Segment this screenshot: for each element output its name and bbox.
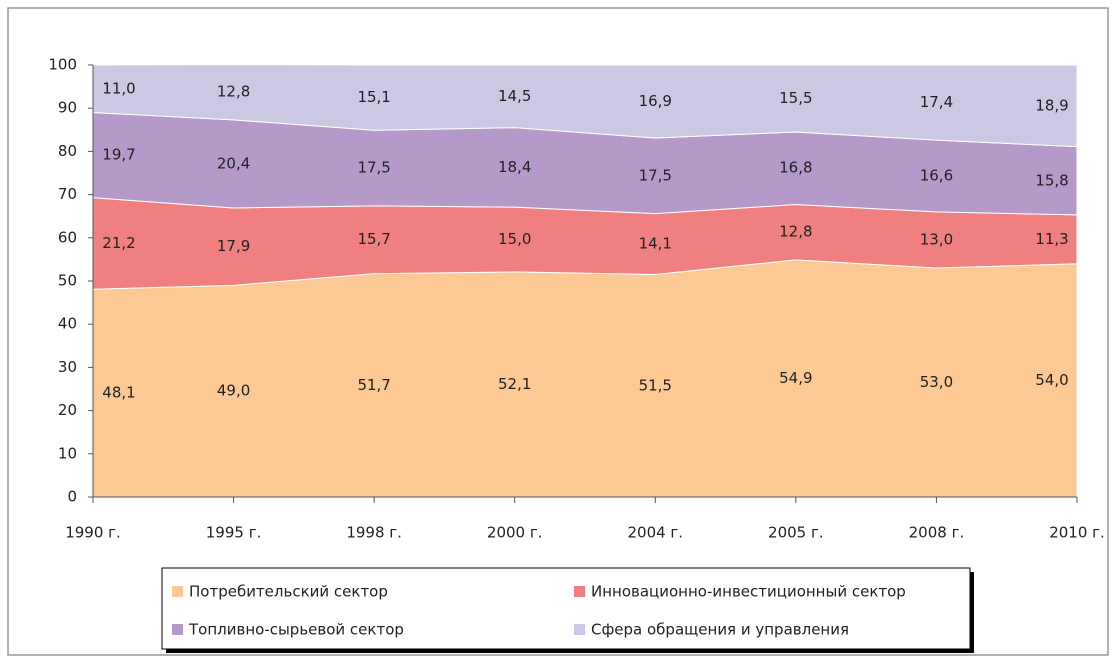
- y-tick-label: 10: [58, 444, 77, 462]
- x-tick-label: 2010 г.: [1049, 524, 1105, 542]
- value-label: 11,0: [102, 79, 135, 97]
- value-label: 54,0: [1035, 371, 1068, 389]
- value-label: 13,0: [920, 230, 953, 248]
- x-tick-label: 2008 г.: [909, 524, 965, 542]
- value-label: 17,5: [357, 159, 390, 177]
- value-label: 51,5: [639, 376, 672, 394]
- value-label: 12,8: [217, 83, 250, 101]
- y-tick-label: 40: [58, 315, 77, 333]
- y-tick-label: 0: [67, 488, 77, 506]
- value-label: 18,9: [1035, 96, 1068, 114]
- value-label: 48,1: [102, 384, 135, 402]
- value-label: 20,4: [217, 154, 250, 172]
- value-label: 16,9: [639, 92, 672, 110]
- value-label: 11,3: [1035, 230, 1068, 248]
- y-tick-label: 80: [58, 142, 77, 160]
- legend-label: Потребительский сектор: [189, 583, 388, 601]
- value-label: 16,6: [920, 167, 953, 185]
- y-tick-label: 60: [58, 228, 77, 246]
- value-label: 21,2: [102, 234, 135, 252]
- value-label: 54,9: [779, 369, 812, 387]
- y-tick-label: 50: [58, 272, 77, 290]
- legend-label: Инновационно-инвестиционный сектор: [591, 583, 906, 601]
- x-tick-label: 2000 г.: [487, 524, 543, 542]
- x-tick-label: 2004 г.: [627, 524, 683, 542]
- value-label: 53,0: [920, 373, 953, 391]
- value-label: 16,8: [779, 159, 812, 177]
- value-label: 15,0: [498, 230, 531, 248]
- legend-swatch: [172, 586, 183, 597]
- y-tick-label: 30: [58, 358, 77, 376]
- value-label: 49,0: [217, 382, 250, 400]
- value-label: 52,1: [498, 375, 531, 393]
- value-label: 17,4: [920, 93, 953, 111]
- y-tick-label: 20: [58, 401, 77, 419]
- legend-swatch: [574, 586, 585, 597]
- y-tick-label: 100: [48, 56, 77, 74]
- value-label: 17,5: [639, 166, 672, 184]
- value-label: 51,7: [357, 376, 390, 394]
- value-label: 19,7: [102, 146, 135, 164]
- legend-swatch: [172, 624, 183, 635]
- x-tick-label: 1995 г.: [206, 524, 262, 542]
- value-label: 18,4: [498, 158, 531, 176]
- value-label: 17,9: [217, 237, 250, 255]
- value-label: 12,8: [779, 223, 812, 241]
- value-label: 15,1: [357, 88, 390, 106]
- value-label: 15,8: [1035, 171, 1068, 189]
- legend-label: Топливно-сырьевой сектор: [188, 621, 404, 639]
- area: [92, 64, 1078, 148]
- x-tick-label: 1990 г.: [65, 524, 121, 542]
- value-label: 14,1: [639, 235, 672, 253]
- y-tick-label: 70: [58, 185, 77, 203]
- value-label: 15,5: [779, 89, 812, 107]
- value-label: 14,5: [498, 87, 531, 105]
- y-tick-label: 90: [58, 99, 77, 117]
- value-label: 15,7: [357, 230, 390, 248]
- legend-label: Сфера обращения и управления: [591, 621, 849, 639]
- legend-swatch: [574, 624, 585, 635]
- x-tick-label: 2005 г.: [768, 524, 824, 542]
- legend-box: [161, 567, 971, 650]
- x-tick-label: 1998 г.: [346, 524, 402, 542]
